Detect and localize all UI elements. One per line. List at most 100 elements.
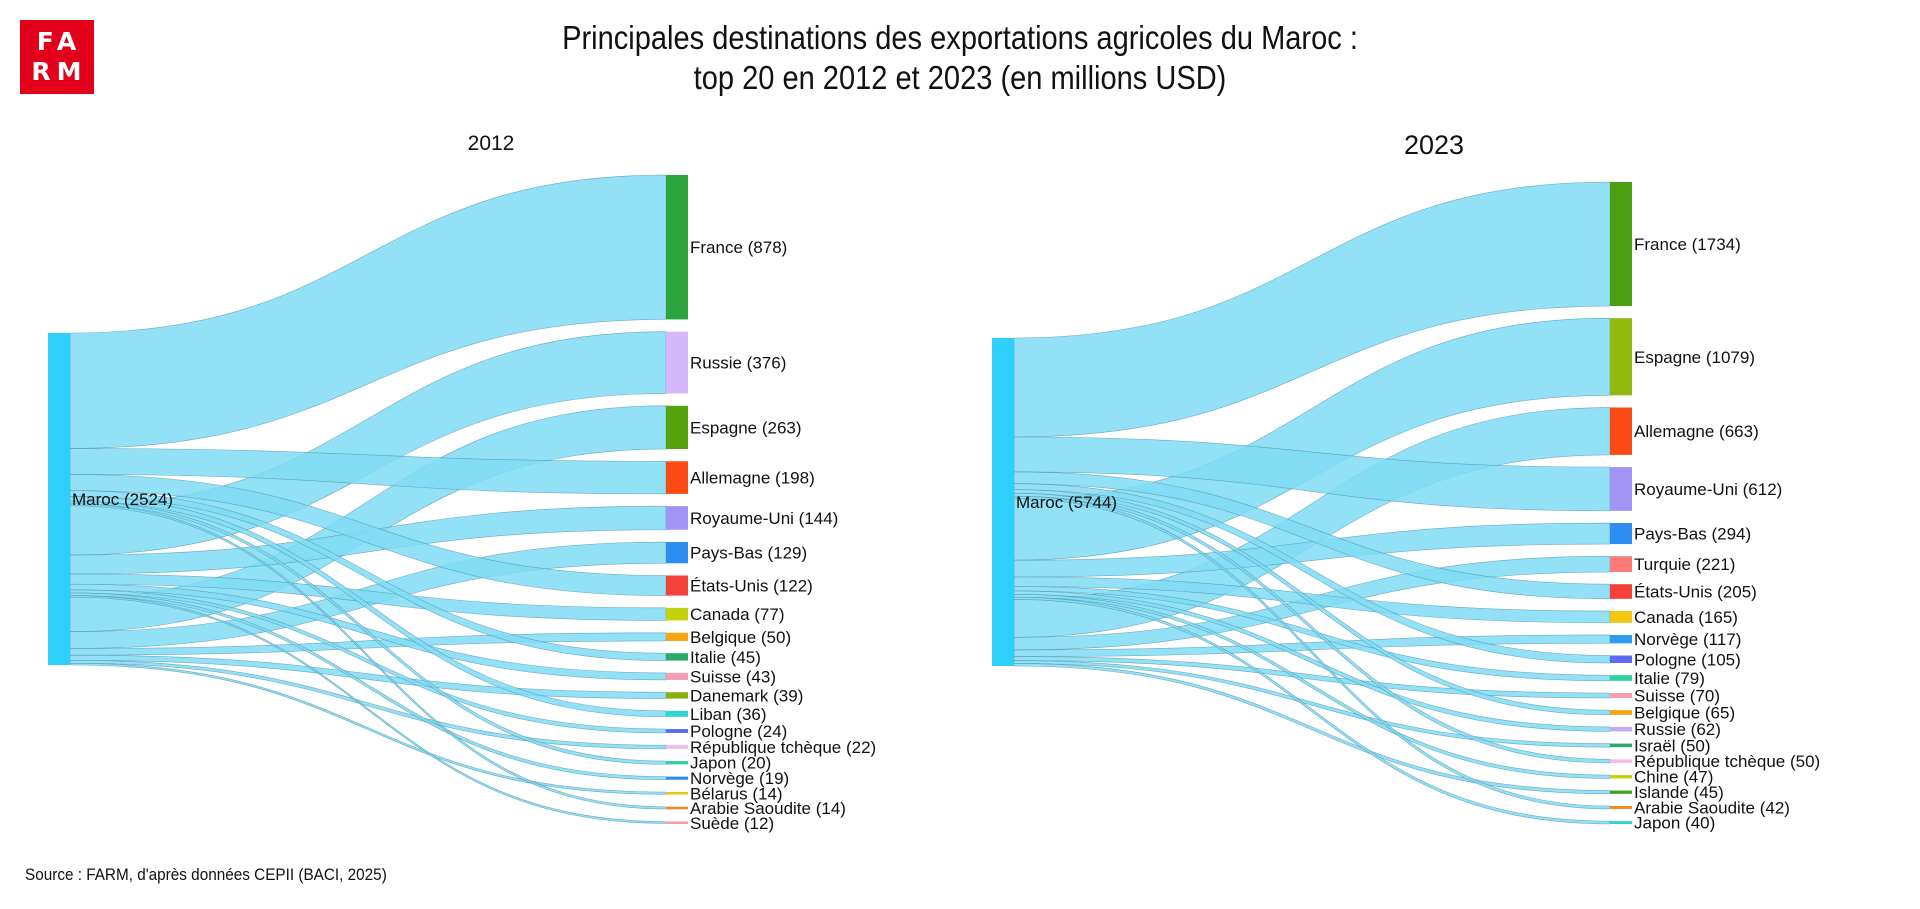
label-suede: Suède (12) xyxy=(690,814,774,833)
node-espagne xyxy=(666,405,688,450)
node-danemark xyxy=(666,692,688,699)
node-suisse xyxy=(1610,693,1632,699)
node-france xyxy=(666,175,688,320)
node-liban xyxy=(666,710,688,717)
node-italie xyxy=(1610,675,1632,681)
node-etats-unis xyxy=(1610,584,1632,599)
label-pays-bas: Pays-Bas (294) xyxy=(1634,525,1751,544)
label-islande: Islande (45) xyxy=(1634,783,1724,802)
panel-title-2023: 2023 xyxy=(1404,130,1464,160)
node-belarus xyxy=(666,792,688,795)
label-france: France (878) xyxy=(690,238,787,257)
label-france: France (1734) xyxy=(1634,235,1741,254)
node-belgique xyxy=(666,632,688,641)
link-belarus xyxy=(69,662,667,795)
link-france xyxy=(69,174,667,449)
links xyxy=(1013,181,1611,825)
logo-line-1: FA xyxy=(36,27,83,56)
label-suisse: Suisse (70) xyxy=(1634,687,1720,706)
link-republique-tcheque xyxy=(1013,493,1611,764)
label-belgique: Belgique (65) xyxy=(1634,703,1735,722)
node-france xyxy=(1610,182,1632,307)
label-allemagne: Allemagne (198) xyxy=(690,469,815,488)
node-canada xyxy=(1610,611,1632,623)
node-suisse xyxy=(666,672,688,680)
label-italie: Italie (45) xyxy=(690,648,761,667)
label-canada: Canada (165) xyxy=(1634,608,1738,627)
node-japon xyxy=(1610,821,1632,824)
label-danemark: Danemark (39) xyxy=(690,686,803,705)
link-japon xyxy=(69,500,667,765)
label-liban: Liban (36) xyxy=(690,705,767,724)
node-allemagne xyxy=(1610,407,1632,455)
logo-line-2: RM xyxy=(31,57,88,86)
label-royaume-uni: Royaume-Uni (144) xyxy=(690,509,838,528)
label-russie: Russie (376) xyxy=(690,354,786,373)
links xyxy=(69,174,667,824)
label-canada: Canada (77) xyxy=(690,605,785,624)
node-arabie-saoudite xyxy=(1610,805,1632,809)
link-liban xyxy=(69,496,667,718)
link-islande xyxy=(1013,663,1611,795)
label-source-maroc: Maroc (5744) xyxy=(1016,493,1117,512)
label-norvege: Norvège (19) xyxy=(690,769,789,788)
label-royaume-uni: Royaume-Uni (612) xyxy=(1634,480,1782,499)
label-espagne: Espagne (1079) xyxy=(1634,348,1755,367)
link-belgique xyxy=(1013,489,1611,716)
node-canada xyxy=(666,607,688,621)
label-pologne: Pologne (105) xyxy=(1634,650,1741,669)
node-suede xyxy=(666,821,688,824)
label-pologne: Pologne (24) xyxy=(690,722,787,741)
node-russie xyxy=(1610,726,1632,732)
label-pays-bas: Pays-Bas (129) xyxy=(690,544,807,563)
node-turquie xyxy=(1610,556,1632,573)
label-turquie: Turquie (221) xyxy=(1634,555,1735,574)
label-etats-unis: États-Unis (122) xyxy=(690,577,813,596)
label-belgique: Belgique (50) xyxy=(690,628,791,647)
label-arabie-saoudite: Arabie Saoudite (42) xyxy=(1634,798,1790,817)
node-pologne xyxy=(666,729,688,733)
node-japon xyxy=(666,761,688,765)
source-note: Source : FARM, d'après données CEPII (BA… xyxy=(25,865,387,884)
farm-logo: FA RM xyxy=(20,20,94,94)
node-norvege xyxy=(1610,634,1632,644)
label-belarus: Bélarus (14) xyxy=(690,784,783,803)
node-italie xyxy=(666,653,688,661)
label-etats-unis: États-Unis (205) xyxy=(1634,583,1757,602)
label-japon: Japon (40) xyxy=(1634,814,1715,833)
node-allemagne xyxy=(666,461,688,494)
node-source-maroc xyxy=(48,333,70,665)
node-islande xyxy=(1610,790,1632,794)
node-royaume-uni xyxy=(666,506,688,530)
node-chine xyxy=(1610,775,1632,779)
panel-title-2012: 2012 xyxy=(468,132,515,155)
link-norvege xyxy=(69,592,667,781)
chart-title-line-1: Principales destinations des exportation… xyxy=(562,19,1358,56)
label-israel: Israël (50) xyxy=(1634,736,1711,755)
label-russie: Russie (62) xyxy=(1634,720,1721,739)
label-arabie-saoudite: Arabie Saoudite (14) xyxy=(690,799,846,818)
node-pologne xyxy=(1610,655,1632,664)
node-arabie-saoudite xyxy=(666,806,688,810)
label-allemagne: Allemagne (663) xyxy=(1634,422,1759,441)
node-royaume-uni xyxy=(1610,467,1632,511)
link-israel xyxy=(1013,660,1611,748)
label-republique-tcheque: République tchèque (50) xyxy=(1634,752,1820,771)
node-pays-bas xyxy=(666,542,688,564)
link-suisse xyxy=(1013,656,1611,699)
label-republique-tcheque: République tchèque (22) xyxy=(690,738,876,757)
node-belgique xyxy=(1610,710,1632,715)
label-chine: Chine (47) xyxy=(1634,768,1713,787)
node-russie xyxy=(666,331,688,394)
sankey-2023: 2023 France (1734) Espagne (1079) Allemagne… xyxy=(992,130,1820,833)
link-royaume-uni xyxy=(1013,436,1611,512)
node-pays-bas xyxy=(1610,523,1632,545)
node-source-maroc xyxy=(992,338,1014,666)
node-republique-tcheque xyxy=(666,745,688,749)
node-republique-tcheque xyxy=(1610,759,1632,763)
node-israel xyxy=(1610,743,1632,748)
label-italie: Italie (79) xyxy=(1634,669,1705,688)
node-etats-unis xyxy=(666,575,688,596)
chart-title-line-2: top 20 en 2012 et 2023 (en millions USD) xyxy=(693,59,1227,96)
